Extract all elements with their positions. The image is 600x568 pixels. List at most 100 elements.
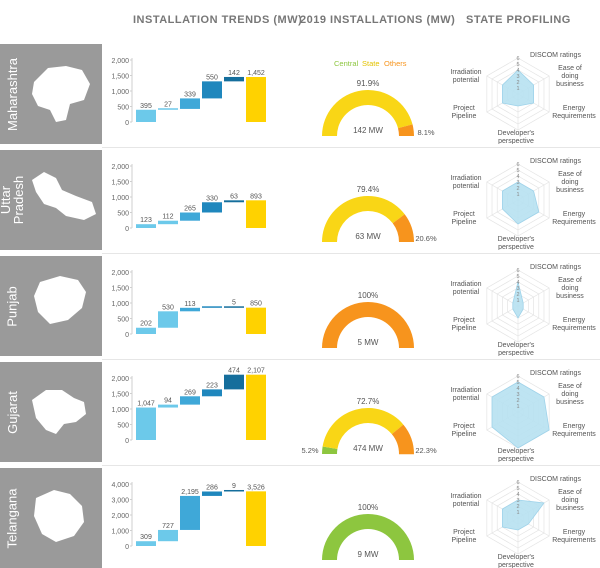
radar-scale-label: 4: [516, 174, 519, 180]
total-bar: [246, 491, 266, 546]
total-bar: [246, 76, 266, 122]
installation-trend-chart: 4,000 3,000 2,000 1,000 0 309 727 2,195 286 9 3,52…: [111, 482, 266, 551]
bar-value-label: 269: [184, 389, 196, 396]
y-tick-label: 1,000: [111, 407, 129, 414]
state-row: Telangana 4,000 3,000 2,000 1,000 0 309 727 2,19…: [0, 465, 600, 568]
radar-axis-label: Developer's: [498, 342, 535, 349]
radar-scale-label: 6: [516, 374, 519, 380]
increment-bar: [224, 489, 244, 492]
radar-scale-label: 4: [516, 492, 519, 498]
increment-bar: [202, 389, 222, 397]
increment-bar: [136, 109, 156, 122]
radar-axis-label: Irradiation: [450, 493, 481, 500]
increment-bar: [202, 306, 222, 308]
increment-bar: [136, 327, 156, 334]
bar-value-label: 142: [228, 70, 240, 77]
radar-axis-label: Developer's: [498, 448, 535, 455]
radar-axis-label: potential: [453, 395, 480, 402]
bar-value-label: 265: [184, 206, 196, 213]
radar-axis-label: Pipeline: [452, 431, 477, 438]
increment-bar: [202, 202, 222, 213]
state-map-shape: [34, 490, 84, 542]
radar-scale-label: 4: [516, 386, 519, 392]
radar-value-area: [502, 181, 540, 225]
gauge-total-label: 63 MW: [355, 232, 381, 241]
radar-axis-label: business: [556, 505, 584, 512]
gauge-segment-others: [398, 124, 414, 136]
radar-scale-label: 3: [516, 74, 519, 80]
radar-axis-label: Energy: [563, 423, 586, 430]
radar-axis-label: doing: [561, 179, 578, 186]
radar-axis-label: DISCOM ratings: [530, 370, 581, 377]
radar-scale-label: 6: [516, 162, 519, 168]
total-value-label: 893: [250, 193, 262, 200]
increment-bar: [180, 396, 200, 405]
installations-gauge: 100% 9 MW: [322, 503, 414, 560]
bar-value-label: 339: [184, 91, 196, 98]
installation-trend-chart: 2,000 1,500 1,000 500 0 1,047 94 269 223 474 2,107: [111, 368, 266, 445]
legend-state: State: [362, 59, 380, 68]
gauge-total-label: 9 MW: [358, 550, 379, 559]
radar-axis-label: perspective: [498, 562, 534, 568]
radar-axis-label: Developer's: [498, 554, 535, 561]
bar-value-label: 550: [206, 74, 218, 81]
radar-axis-label: doing: [561, 391, 578, 398]
radar-axis-label: Pipeline: [452, 537, 477, 544]
gauge-share-label: 72.7%: [357, 397, 380, 406]
total-value-label: 1,452: [247, 70, 265, 77]
radar-scale-label: 5: [516, 62, 519, 68]
gauge-share-label: 79.4%: [357, 185, 380, 194]
radar-axis-label: Energy: [563, 211, 586, 218]
bar-value-label: 395: [140, 103, 152, 110]
y-tick-label: 1,000: [111, 89, 129, 96]
gauge-segment-central: [322, 514, 414, 560]
total-value-label: 3,526: [247, 484, 265, 491]
y-tick-label: 1,500: [111, 286, 129, 293]
radar-axis-label: Pipeline: [452, 325, 477, 332]
radar-axis-label: perspective: [498, 456, 534, 462]
y-tick-label: 2,000: [111, 58, 129, 65]
increment-bar: [224, 374, 244, 390]
state-map-shape: [32, 390, 86, 434]
radar-axis-label: doing: [561, 497, 578, 504]
gauge-total-label: 5 MW: [358, 338, 379, 347]
increment-bar: [224, 76, 244, 82]
bar-value-label: 113: [184, 301, 195, 308]
radar-axis-label: potential: [453, 501, 480, 508]
state-band: Gujarat: [0, 362, 102, 462]
radar-scale-label: 5: [516, 168, 519, 174]
radar-scale-label: 4: [516, 280, 519, 286]
radar-axis-label: Requirements: [552, 219, 596, 226]
radar-axis-label: Pipeline: [452, 113, 477, 120]
gauge-share-label: 100%: [358, 291, 378, 300]
radar-axis-label: Ease of: [558, 277, 582, 284]
state-row: Gujarat 2,000 1,500 1,000 500 0 1,047 94 269 223 4…: [0, 359, 600, 462]
radar-axis-label: potential: [453, 289, 480, 296]
gauge-share-label: 91.9%: [357, 79, 380, 88]
gauge-segment-state: [322, 90, 413, 136]
state-name-line: Uttar: [0, 185, 14, 215]
radar-axis-label: Project: [453, 529, 475, 536]
radar-axis-label: potential: [453, 183, 480, 190]
row-separator: [102, 465, 600, 466]
radar-axis-label: doing: [561, 73, 578, 80]
radar-scale-label: 5: [516, 274, 519, 280]
total-bar: [246, 374, 266, 440]
row-separator: [102, 253, 600, 254]
radar-axis-label: perspective: [498, 350, 534, 356]
radar-axis-label: Project: [453, 105, 475, 112]
increment-bar: [158, 311, 178, 328]
radar-scale-label: 3: [516, 392, 519, 398]
bar-value-label: 27: [164, 101, 172, 108]
radar-axis-label: DISCOM ratings: [530, 264, 581, 271]
radar-scale-label: 2: [516, 80, 519, 86]
radar-axis-label: perspective: [498, 244, 534, 250]
bar-value-label: 202: [140, 321, 152, 328]
legend-central: Central: [334, 59, 359, 68]
radar-axis-label: Energy: [563, 529, 586, 536]
y-tick-label: 2,000: [111, 376, 129, 383]
y-tick-label: 2,000: [111, 164, 129, 171]
total-bar: [246, 307, 266, 334]
radar-axis-label: Energy: [563, 317, 586, 324]
